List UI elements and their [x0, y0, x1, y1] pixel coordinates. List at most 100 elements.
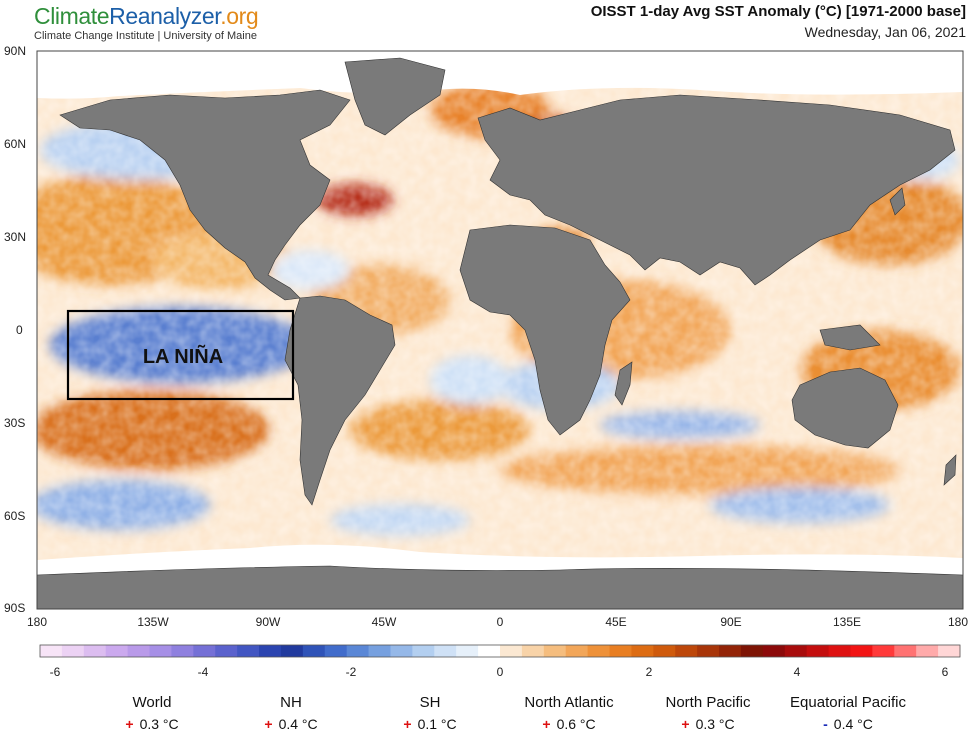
- stat-label: SH: [419, 694, 441, 711]
- colorbar-swatch: [61, 645, 85, 657]
- colorbar-swatch: [697, 645, 720, 657]
- colorbar-tick: 4: [793, 665, 801, 679]
- colorbar-swatch: [762, 645, 786, 657]
- logo-word-climate: Climate: [34, 3, 110, 29]
- colorbar-swatch: [105, 645, 129, 657]
- stat-label: World: [132, 694, 172, 711]
- stat-number: 0.4 °C: [278, 716, 318, 732]
- colorbar-frame: [39, 644, 961, 658]
- indonesia: [819, 324, 881, 351]
- colorbar-swatch: [324, 645, 348, 657]
- colorbar-swatch: [806, 645, 830, 657]
- colorbar-swatch: [83, 645, 107, 657]
- colorbar-swatch: [784, 645, 808, 657]
- colorbar-swatch: [609, 645, 632, 657]
- stat-value: +0.3 °C: [628, 714, 788, 734]
- lon-label: 135E: [832, 615, 862, 629]
- logo-subtitle: Climate Change Institute | University of…: [34, 30, 257, 42]
- colorbar-tick: 0: [496, 665, 504, 679]
- stat-number: 0.4 °C: [833, 716, 873, 732]
- colorbar-swatch: [521, 645, 545, 657]
- colorbar-swatch: [434, 645, 457, 657]
- lon-label: 0: [496, 615, 504, 629]
- lon-label: 180: [26, 615, 48, 629]
- colorbar-swatch: [149, 645, 172, 657]
- colorbar-swatch: [872, 645, 895, 657]
- colorbar-swatch: [675, 645, 698, 657]
- stat-sign: +: [542, 716, 551, 732]
- lat-label: 30S: [4, 416, 26, 430]
- colorbar-swatch: [631, 645, 654, 657]
- lon-label: 90E: [720, 615, 742, 629]
- colorbar-swatch: [302, 645, 326, 657]
- lat-label: 30N: [4, 230, 27, 244]
- logo: ClimateReanalyzer.org Climate Change Ins…: [34, 2, 259, 42]
- colorbar-tick: 2: [645, 665, 653, 679]
- lat-label: 60S: [4, 509, 26, 523]
- lon-label: 135W: [137, 615, 169, 629]
- land-masses: [37, 57, 963, 609]
- south-america: [284, 295, 396, 506]
- arctic-ice: [37, 51, 963, 99]
- africa: [459, 224, 631, 436]
- lat-label: 90S: [4, 601, 26, 615]
- stat-number: 0.6 °C: [556, 716, 596, 732]
- new-zealand: [943, 454, 957, 486]
- stat-label: North Atlantic: [524, 694, 614, 711]
- colorbar-swatch: [478, 645, 501, 657]
- stat-sign: +: [403, 716, 412, 732]
- stat-number: 0.1 °C: [417, 716, 457, 732]
- colorbar-swatch: [456, 645, 479, 657]
- stat-value: +0.4 °C: [211, 714, 371, 734]
- colorbar-swatch: [500, 645, 523, 657]
- madagascar: [614, 361, 633, 406]
- colorbar-swatch: [543, 645, 567, 657]
- colorbar-swatch: [259, 645, 282, 657]
- stat-label: Equatorial Pacific: [790, 694, 906, 711]
- map-frame: [36, 50, 964, 610]
- north-america: [59, 89, 351, 301]
- colorbar-swatch: [653, 645, 676, 657]
- stat-label: North Pacific: [665, 694, 751, 711]
- colorbar-tick: -4: [197, 665, 209, 679]
- stat-label: NH: [280, 694, 302, 711]
- colorbar-swatch: [171, 645, 194, 657]
- stat-value: +0.1 °C: [350, 714, 510, 734]
- colorbar-swatch: [280, 645, 304, 657]
- lat-label: 60N: [4, 137, 27, 151]
- colorbar-swatch: [565, 645, 589, 657]
- australia: [791, 367, 899, 449]
- logo-word-org: .org: [220, 3, 259, 29]
- colorbar-swatch: [850, 645, 873, 657]
- stat-sign: -: [823, 716, 828, 732]
- stat-world: World +0.3 °C: [72, 692, 232, 734]
- colorbar-swatch: [40, 645, 63, 657]
- colorbar-swatch: [587, 645, 611, 657]
- map-field: [37, 51, 963, 609]
- colorbar-swatch: [828, 645, 851, 657]
- colorbar: [40, 645, 961, 657]
- stat-value: +0.6 °C: [489, 714, 649, 734]
- stat-sign: +: [264, 716, 273, 732]
- colorbar-swatch: [412, 645, 435, 657]
- colorbar-tick: -6: [49, 665, 61, 679]
- stat-north-pacific: North Pacific +0.3 °C: [628, 692, 788, 734]
- stat-number: 0.3 °C: [139, 716, 179, 732]
- stat-north-atlantic: North Atlantic +0.6 °C: [489, 692, 649, 734]
- lon-label: 45E: [605, 615, 627, 629]
- greenland: [344, 57, 446, 136]
- la-nina-label: LA NIÑA: [143, 345, 223, 368]
- colorbar-swatch: [368, 645, 391, 657]
- lon-label: 90W: [255, 615, 281, 629]
- colorbar-swatch: [193, 645, 216, 657]
- colorbar-swatch: [916, 645, 939, 657]
- map-date: Wednesday, Jan 06, 2021: [804, 24, 966, 40]
- colorbar-swatch: [127, 645, 151, 657]
- colorbar-swatch: [719, 645, 742, 657]
- stat-value: +0.3 °C: [72, 714, 232, 734]
- stat-number: 0.3 °C: [695, 716, 735, 732]
- stat-nh: NH +0.4 °C: [211, 692, 371, 734]
- colorbar-swatch: [346, 645, 370, 657]
- antarctica: [37, 565, 963, 609]
